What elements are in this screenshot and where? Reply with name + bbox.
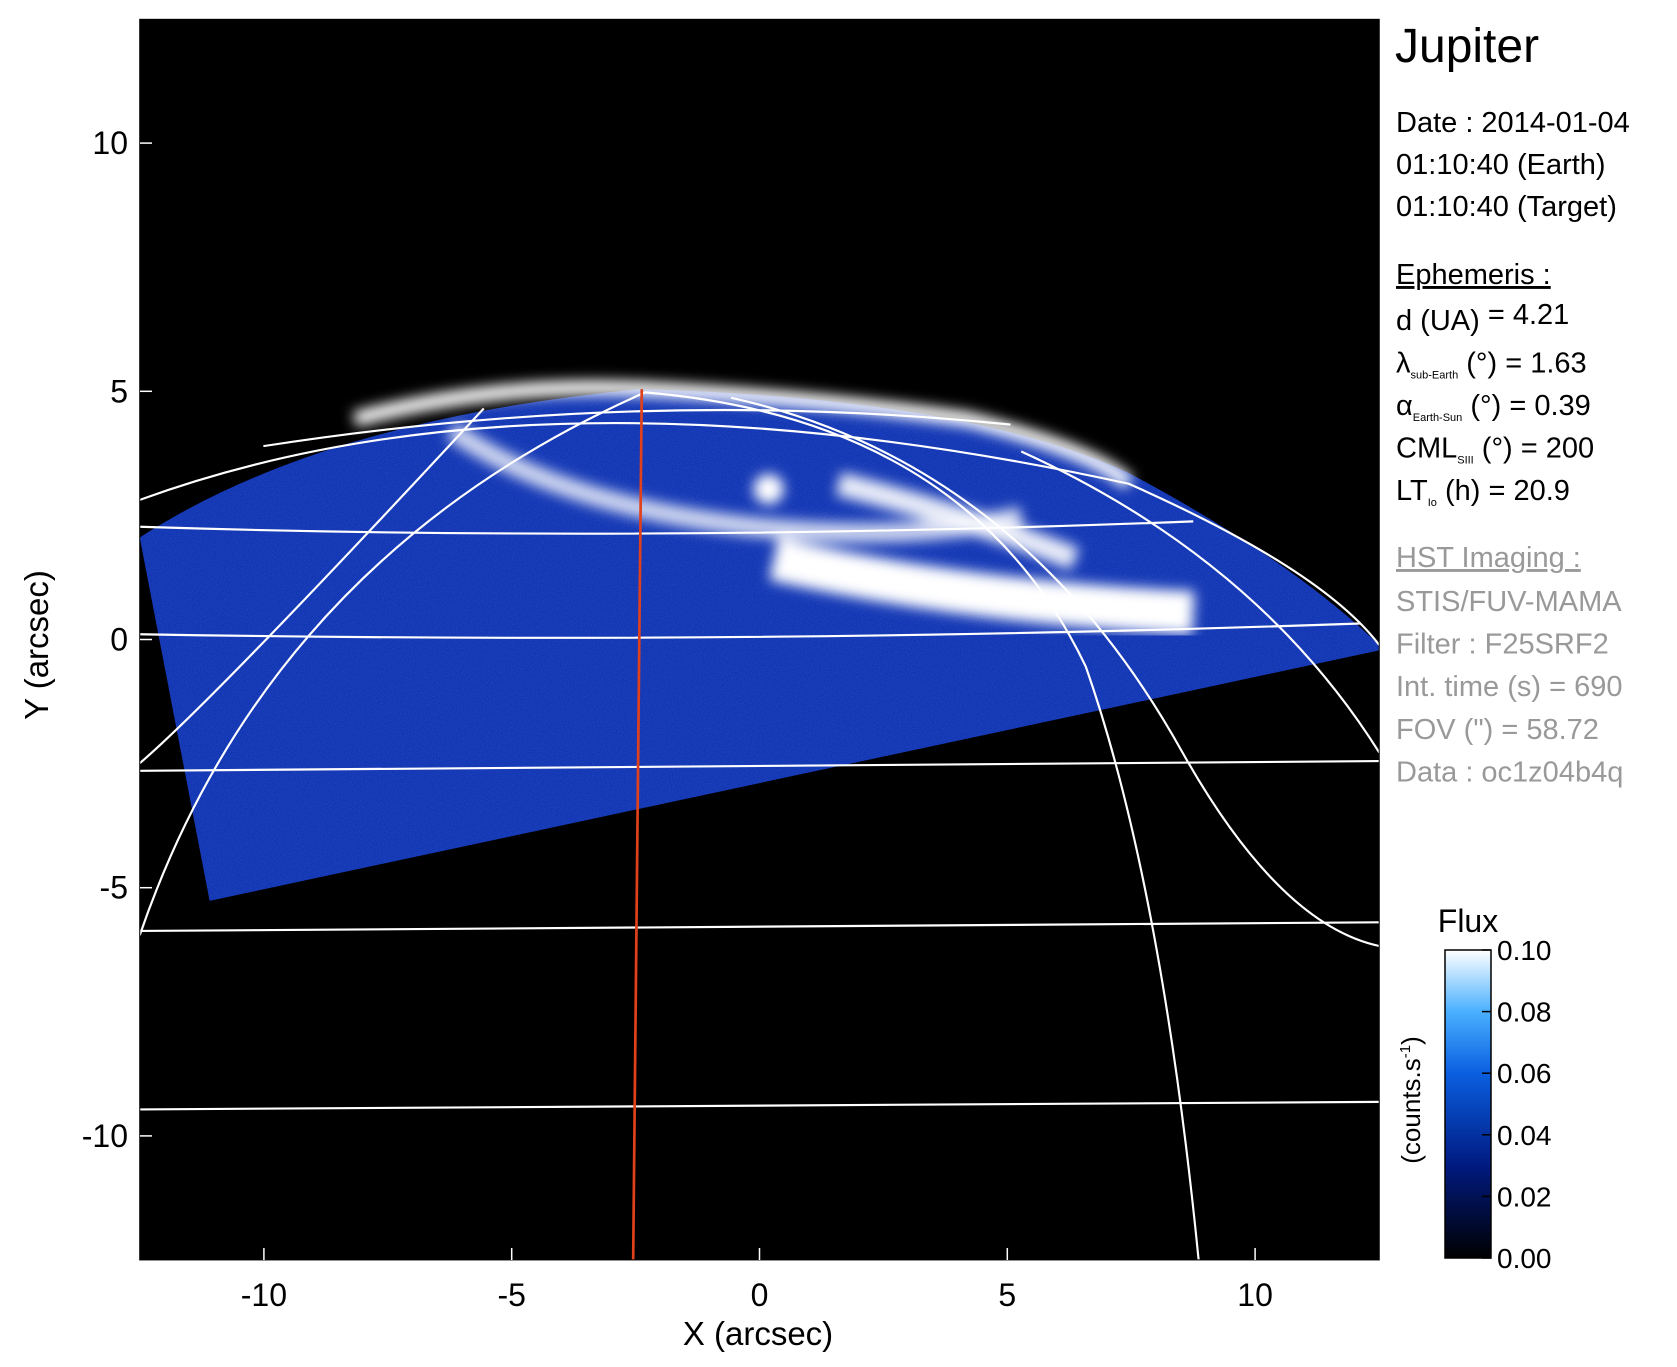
ephemeris-sub: Earth-Sun [1413, 412, 1463, 424]
colorbar-label: (counts.s-1) [1396, 1036, 1426, 1164]
x-tick-label: -10 [241, 1277, 287, 1313]
ephemeris-symbol: d (UA) [1396, 305, 1480, 337]
colorbar-tick-label: 0.00 [1497, 1243, 1552, 1274]
ephemeris-line: αEarth-Sun (°) = 0.39 [1396, 390, 1591, 424]
x-axis-label: X (arcsec) [683, 1315, 833, 1352]
date-line: 01:10:40 (Target) [1396, 191, 1617, 223]
ephemeris-text: = 4.21 [1480, 299, 1570, 331]
ephemeris-sub: SIII [1457, 455, 1474, 467]
info-title: Jupiter [1395, 20, 1539, 73]
hst-line: Data : oc1z04b4q [1396, 756, 1623, 788]
colorbar-title: Flux [1438, 903, 1498, 939]
hst-line: STIS/FUV-MAMA [1396, 586, 1622, 618]
ephemeris-text: (°) = 200 [1474, 433, 1594, 465]
y-tick-label: 0 [110, 622, 128, 658]
colorbar-tick-label: 0.10 [1497, 935, 1552, 966]
date-line: 01:10:40 (Earth) [1396, 149, 1606, 181]
hst-line: FOV (") = 58.72 [1396, 714, 1599, 746]
ephemeris-text: (h) = 20.9 [1437, 475, 1570, 507]
y-tick-label: -10 [82, 1118, 128, 1154]
ephemeris-symbol: LT [1396, 475, 1428, 507]
y-tick-label: 10 [92, 125, 128, 161]
y-tick-label: -5 [100, 870, 128, 906]
colorbar-label-text: (counts.s [1396, 1058, 1426, 1164]
ephemeris-line: CMLSIII (°) = 200 [1396, 433, 1594, 467]
colorbar [1444, 949, 1492, 1259]
ephemeris-line: LTIo (h) = 20.9 [1396, 475, 1570, 509]
ephemeris-symbol: CML [1396, 433, 1457, 465]
ephemeris-line: λsub-Earth (°) = 1.63 [1396, 348, 1587, 382]
ephemeris-title: Ephemeris : [1396, 259, 1551, 291]
ephemeris-line: d (UA) = 4.21 [1396, 299, 1569, 337]
colorbar-tick-label: 0.02 [1497, 1181, 1552, 1212]
colorbar-tick-label: 0.04 [1497, 1120, 1552, 1151]
ephemeris-sub: sub-Earth [1411, 370, 1459, 382]
ephemeris-symbol: λ [1396, 348, 1411, 380]
colorbar-tick-label: 0.06 [1497, 1058, 1552, 1089]
hst-line: Int. time (s) = 690 [1396, 671, 1622, 703]
colorbar-label-sup: -1 [1397, 1045, 1414, 1058]
hst-title: HST Imaging : [1396, 542, 1581, 574]
ephemeris-symbol: α [1396, 390, 1413, 422]
colorbar-label-end: ) [1396, 1036, 1426, 1045]
ephemeris-text: (°) = 1.63 [1458, 348, 1586, 380]
y-axis-label: Y (arcsec) [18, 570, 55, 720]
x-tick-label: 0 [751, 1277, 769, 1313]
ephemeris-sub: Io [1428, 497, 1437, 509]
ephemeris-text: (°) = 0.39 [1462, 390, 1590, 422]
x-tick-label: 5 [998, 1277, 1016, 1313]
image [139, 18, 1380, 1261]
date-line: Date : 2014-01-04 [1396, 107, 1630, 139]
hst-line: Filter : F25SRF2 [1396, 629, 1609, 661]
colorbar-tick-label: 0.08 [1497, 997, 1552, 1028]
y-tick-label: 5 [110, 373, 128, 409]
x-tick-label: 10 [1237, 1277, 1273, 1313]
x-tick-label: -5 [497, 1277, 525, 1313]
